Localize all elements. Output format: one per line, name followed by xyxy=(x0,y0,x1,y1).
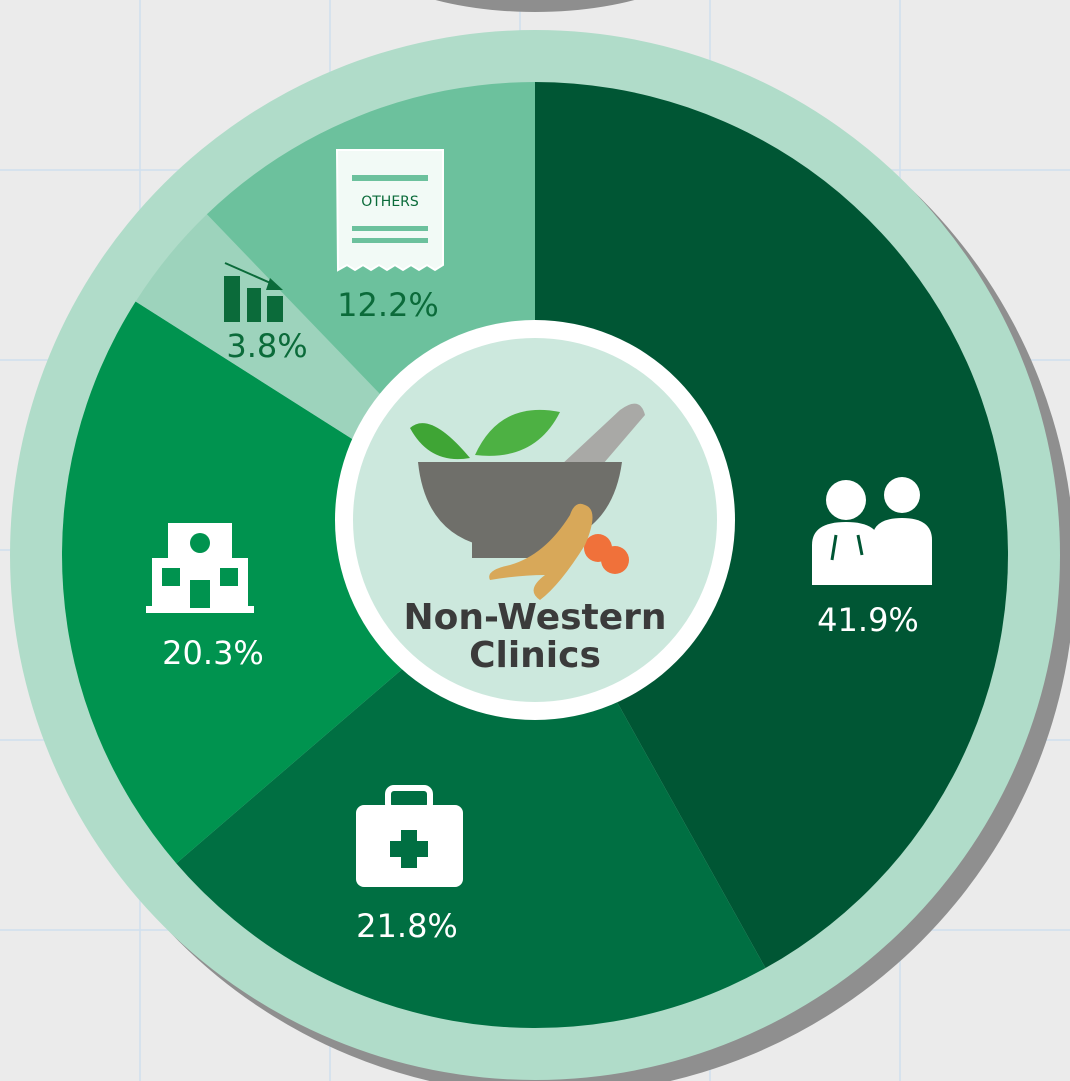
pie-slice xyxy=(535,82,1008,969)
bar-icon xyxy=(247,288,261,322)
hospital-icon xyxy=(146,523,254,613)
head xyxy=(884,477,920,513)
door xyxy=(190,580,210,608)
center-title: Non-Western Clinics xyxy=(403,597,666,676)
stethoscope xyxy=(830,534,864,561)
bar-icon xyxy=(224,276,240,322)
window xyxy=(162,568,180,586)
value-label: 41.9% xyxy=(817,601,919,639)
top-shape xyxy=(435,0,635,12)
receipt-line xyxy=(352,238,428,243)
value-label: 12.2% xyxy=(337,286,439,324)
value-label: 3.8% xyxy=(226,327,307,365)
receipt-line xyxy=(352,175,428,181)
title-line: Non-Western xyxy=(403,597,666,638)
pie-slice xyxy=(62,301,536,864)
receipt-line xyxy=(352,226,428,231)
head xyxy=(826,480,866,520)
first-aid-icon xyxy=(356,785,463,887)
leaf xyxy=(475,409,560,456)
value-label: 21.8% xyxy=(356,907,458,945)
receipt-icon: OTHERS xyxy=(335,149,444,272)
base xyxy=(146,606,254,613)
ginger xyxy=(489,503,593,600)
mortar-icon xyxy=(410,403,645,600)
decline-icon xyxy=(224,262,283,322)
window xyxy=(190,533,210,553)
cross xyxy=(390,830,428,868)
doctor-icon xyxy=(812,477,932,585)
berry xyxy=(601,546,629,574)
body xyxy=(812,522,880,585)
arrow xyxy=(224,262,276,286)
receipt xyxy=(335,149,444,272)
body xyxy=(872,518,932,585)
leaf xyxy=(410,423,470,460)
bar-icon xyxy=(267,296,283,322)
pie-slice xyxy=(176,555,766,1028)
category-label: OTHERS xyxy=(361,194,419,210)
value-label: 20.3% xyxy=(162,634,264,672)
window xyxy=(220,568,238,586)
value-labels: 41.9% 21.8% 20.3% 3.8% 12.2% xyxy=(162,286,919,945)
arrow-head xyxy=(266,278,283,290)
title-line: Clinics xyxy=(469,635,601,676)
